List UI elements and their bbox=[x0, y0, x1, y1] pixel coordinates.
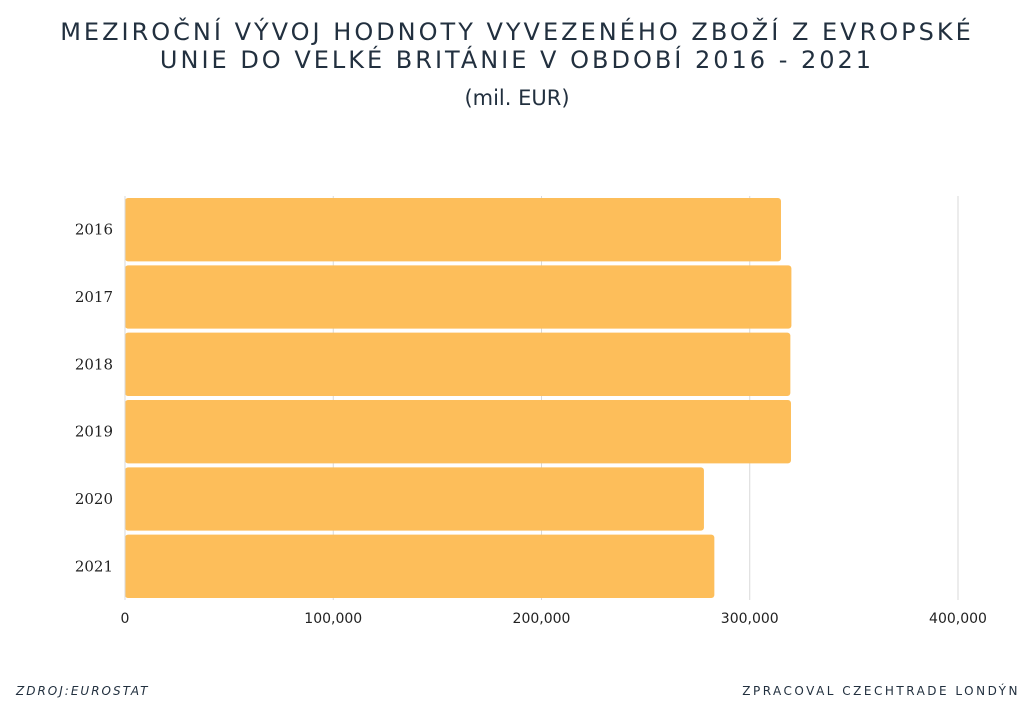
x-tick-label: 100,000 bbox=[304, 611, 362, 627]
credit-note: ZPRACOVAL CZECHTRADE LONDÝN bbox=[742, 684, 1020, 698]
y-tick-label: 2021 bbox=[75, 557, 113, 575]
y-tick-label: 2017 bbox=[75, 288, 113, 306]
x-tick-label: 400,000 bbox=[929, 611, 987, 627]
chart-subtitle: (mil. EUR) bbox=[464, 86, 570, 110]
y-tick-label: 2018 bbox=[75, 355, 113, 373]
bar-2019 bbox=[125, 400, 791, 464]
y-tick-label: 2019 bbox=[75, 423, 113, 441]
bar-2016 bbox=[125, 198, 781, 262]
x-tick-label: 300,000 bbox=[721, 611, 779, 627]
bar-2021 bbox=[125, 534, 715, 598]
x-tick-label: 0 bbox=[121, 611, 130, 627]
x-tick-label: 200,000 bbox=[513, 611, 571, 627]
bar-2018 bbox=[125, 332, 791, 396]
y-tick-label: 2020 bbox=[75, 490, 113, 508]
bar-2020 bbox=[125, 467, 704, 531]
chart-title-line-1: MEZIROČNÍ VÝVOJ HODNOTY VYVEZENÉHO ZBOŽÍ… bbox=[60, 18, 974, 46]
source-note: ZDROJ:EUROSTAT bbox=[16, 684, 150, 698]
y-tick-label: 2016 bbox=[75, 221, 113, 239]
chart-title: MEZIROČNÍ VÝVOJ HODNOTY VYVEZENÉHO ZBOŽÍ… bbox=[0, 18, 1034, 74]
chart-title-line-2: UNIE DO VELKÉ BRITÁNIE V OBDOBÍ 2016 - 2… bbox=[159, 46, 875, 74]
bar-2017 bbox=[125, 265, 792, 329]
